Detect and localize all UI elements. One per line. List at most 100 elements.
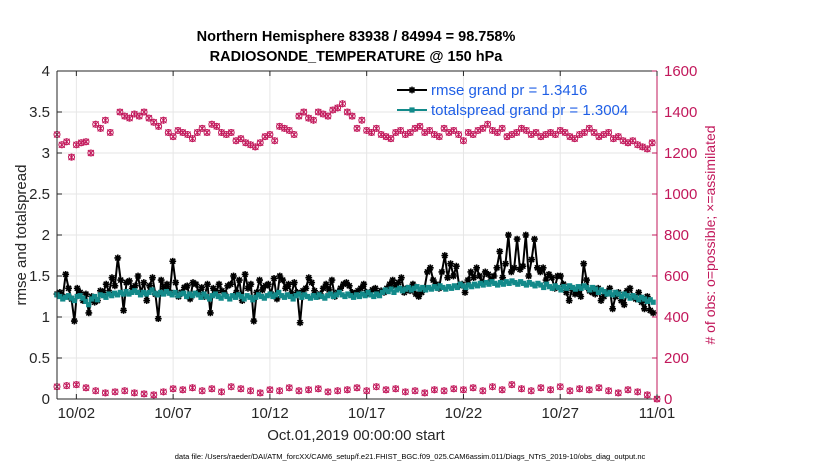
- series-point-totalspread: [152, 290, 158, 296]
- series-point-rmse: [285, 280, 292, 288]
- series-point-rmse: [308, 279, 316, 286]
- series-point-totalspread: [471, 281, 478, 287]
- series-point-rmse: [172, 279, 180, 286]
- series-point-totalspread: [247, 294, 253, 300]
- series-point-rmse: [342, 279, 350, 286]
- obs-assimilated-marker: [392, 385, 400, 393]
- chart-title-line1: Northern Hemisphere 83938 / 84994 = 98.7…: [197, 29, 516, 45]
- obs-assimilated-marker: [82, 138, 90, 146]
- series-point-totalspread: [489, 279, 495, 285]
- series-point-rmse: [125, 277, 133, 285]
- series-point-totalspread: [454, 284, 460, 291]
- series-point-totalspread: [644, 298, 650, 305]
- obs-assimilated-marker: [131, 389, 138, 397]
- series-point-rmse: [525, 272, 533, 280]
- series-point-totalspread: [451, 283, 458, 289]
- series-point-rmse: [470, 274, 478, 282]
- obs-assimilated-marker: [614, 389, 622, 397]
- x-tick-label: 10/22: [445, 405, 483, 422]
- series-point-rmse: [574, 289, 582, 296]
- series-point-totalspread: [230, 293, 236, 299]
- series-point-rmse: [270, 275, 278, 282]
- series-point-rmse: [438, 268, 446, 276]
- series-point-rmse: [337, 284, 344, 292]
- series-point-totalspread: [601, 288, 607, 295]
- series-point-totalspread: [71, 298, 77, 304]
- series-point-rmse: [302, 284, 310, 292]
- series-point-rmse: [189, 279, 197, 286]
- y-left-tick-label: 4: [42, 63, 50, 80]
- series-point-totalspread: [515, 281, 521, 287]
- series-point-totalspread: [258, 293, 265, 300]
- series-point-rmse: [502, 260, 509, 268]
- series-point-rmse: [510, 264, 518, 272]
- y-right-tick-label: 1600: [664, 63, 697, 80]
- obs-assimilated-marker: [314, 385, 322, 393]
- y-right-tick-label: 800: [664, 227, 689, 244]
- obs-assimilated-marker: [102, 116, 109, 124]
- series-point-rmse: [143, 297, 151, 304]
- obs-assimilated-marker: [590, 129, 598, 136]
- series-point-totalspread: [293, 293, 299, 299]
- series-point-totalspread: [135, 289, 141, 295]
- series-point-rmse: [612, 293, 619, 300]
- series-point-totalspread: [126, 291, 132, 297]
- series-point-totalspread: [209, 293, 216, 299]
- series-point-totalspread: [339, 292, 345, 298]
- series-point-totalspread: [572, 286, 578, 292]
- obs-assimilated-marker: [513, 129, 521, 136]
- obs-assimilated-marker: [266, 386, 274, 394]
- obs-assimilated-marker: [527, 387, 535, 395]
- series-point-rmse: [513, 235, 521, 243]
- series-point-totalspread: [385, 288, 391, 295]
- series-point-rmse: [395, 279, 402, 286]
- x-axis-label: Oct.01,2019 00:00:00 start: [267, 427, 445, 444]
- obs-assimilated-marker: [368, 129, 375, 136]
- series-point-rmse: [597, 297, 605, 304]
- series-point-totalspread: [546, 284, 553, 290]
- series-point-totalspread: [639, 294, 645, 300]
- series-point-rmse: [424, 268, 431, 276]
- series-point-totalspread: [604, 291, 610, 297]
- series-point-totalspread: [477, 280, 483, 286]
- series-point-totalspread: [575, 284, 581, 290]
- series-point-totalspread: [405, 284, 411, 291]
- obs-assimilated-marker: [324, 112, 332, 120]
- series-point-rmse: [476, 272, 483, 280]
- series-point-totalspread: [342, 293, 348, 300]
- obs-assimilated-marker: [164, 129, 172, 136]
- data-file-footnote: data file: /Users/raeder/DAI/ATM_forcXX/…: [175, 452, 646, 461]
- series-point-totalspread: [327, 291, 334, 297]
- series-point-totalspread: [425, 284, 432, 291]
- obs-assimilated-marker: [102, 389, 109, 397]
- obs-assimilated-marker: [227, 383, 235, 391]
- series-point-totalspread: [624, 293, 630, 299]
- series-point-rmse: [169, 257, 177, 265]
- series-point-totalspread: [535, 280, 541, 286]
- y-axis-left-label: rmse and totalspread: [13, 165, 30, 306]
- series-point-rmse: [319, 284, 327, 292]
- obs-assimilated-marker: [498, 124, 506, 132]
- series-point-totalspread: [221, 292, 227, 298]
- series-point-rmse: [62, 270, 70, 278]
- series-point-rmse: [97, 287, 104, 295]
- obs-assimilated-marker: [460, 386, 467, 394]
- series-point-totalspread: [598, 287, 604, 293]
- series-point-totalspread: [235, 292, 242, 298]
- series-point-totalspread: [166, 290, 172, 296]
- series-point-rmse: [620, 301, 628, 309]
- obs-assimilated-marker: [63, 138, 71, 146]
- obs-assimilated-marker: [218, 388, 225, 396]
- x-tick-label: 10/17: [348, 405, 386, 422]
- series-point-totalspread: [564, 285, 570, 291]
- series-point-totalspread: [97, 292, 103, 298]
- series-point-totalspread: [647, 297, 653, 303]
- obs-assimilated-marker: [208, 385, 216, 393]
- series-point-totalspread: [158, 289, 164, 295]
- series-point-rmse: [484, 270, 492, 278]
- series-point-totalspread: [155, 292, 161, 298]
- series-point-totalspread: [434, 285, 440, 291]
- series-point-rmse: [522, 231, 530, 239]
- obs-assimilated-marker: [547, 386, 554, 394]
